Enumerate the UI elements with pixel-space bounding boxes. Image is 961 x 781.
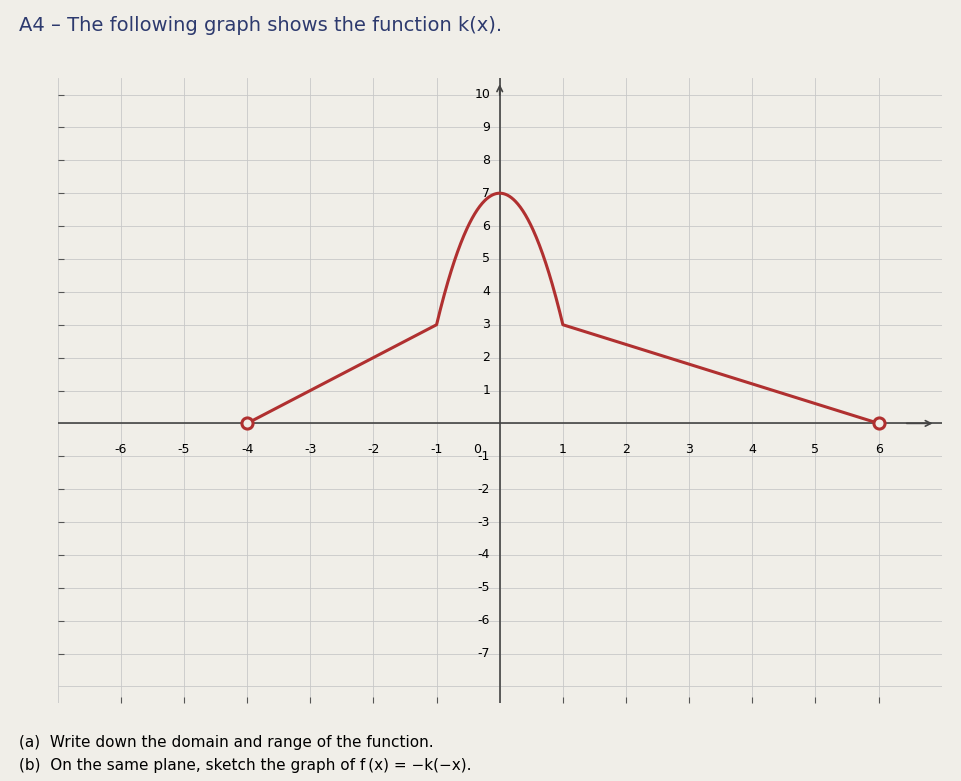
Text: (a)  Write down the domain and range of the function.: (a) Write down the domain and range of t… — [19, 735, 433, 750]
Text: -5: -5 — [178, 443, 190, 456]
Text: 8: 8 — [482, 154, 490, 167]
Text: -3: -3 — [304, 443, 316, 456]
Text: 0: 0 — [474, 443, 481, 456]
Text: 5: 5 — [482, 252, 490, 266]
Text: 2: 2 — [622, 443, 630, 456]
Text: 3: 3 — [685, 443, 693, 456]
Text: 3: 3 — [482, 318, 490, 331]
Text: 9: 9 — [482, 121, 490, 134]
Text: 4: 4 — [482, 285, 490, 298]
Text: 6: 6 — [482, 219, 490, 233]
Text: 4: 4 — [749, 443, 756, 456]
Text: (b)  On the same plane, sketch the graph of f (x) = −k(−x).: (b) On the same plane, sketch the graph … — [19, 758, 472, 773]
Text: -1: -1 — [431, 443, 443, 456]
Text: -1: -1 — [478, 450, 490, 463]
Text: -3: -3 — [478, 515, 490, 529]
Text: -5: -5 — [478, 581, 490, 594]
Text: -7: -7 — [478, 647, 490, 660]
Text: -2: -2 — [478, 483, 490, 496]
Text: 2: 2 — [482, 351, 490, 364]
Text: -2: -2 — [367, 443, 380, 456]
Text: A4 – The following graph shows the function k(x).: A4 – The following graph shows the funct… — [19, 16, 503, 34]
Text: -4: -4 — [478, 548, 490, 562]
Text: 1: 1 — [559, 443, 567, 456]
Text: 6: 6 — [875, 443, 882, 456]
Text: 7: 7 — [482, 187, 490, 200]
Text: 10: 10 — [475, 88, 490, 101]
Text: -6: -6 — [114, 443, 127, 456]
Text: -6: -6 — [478, 614, 490, 627]
Text: 5: 5 — [811, 443, 820, 456]
Text: 1: 1 — [482, 384, 490, 397]
Text: -4: -4 — [241, 443, 254, 456]
